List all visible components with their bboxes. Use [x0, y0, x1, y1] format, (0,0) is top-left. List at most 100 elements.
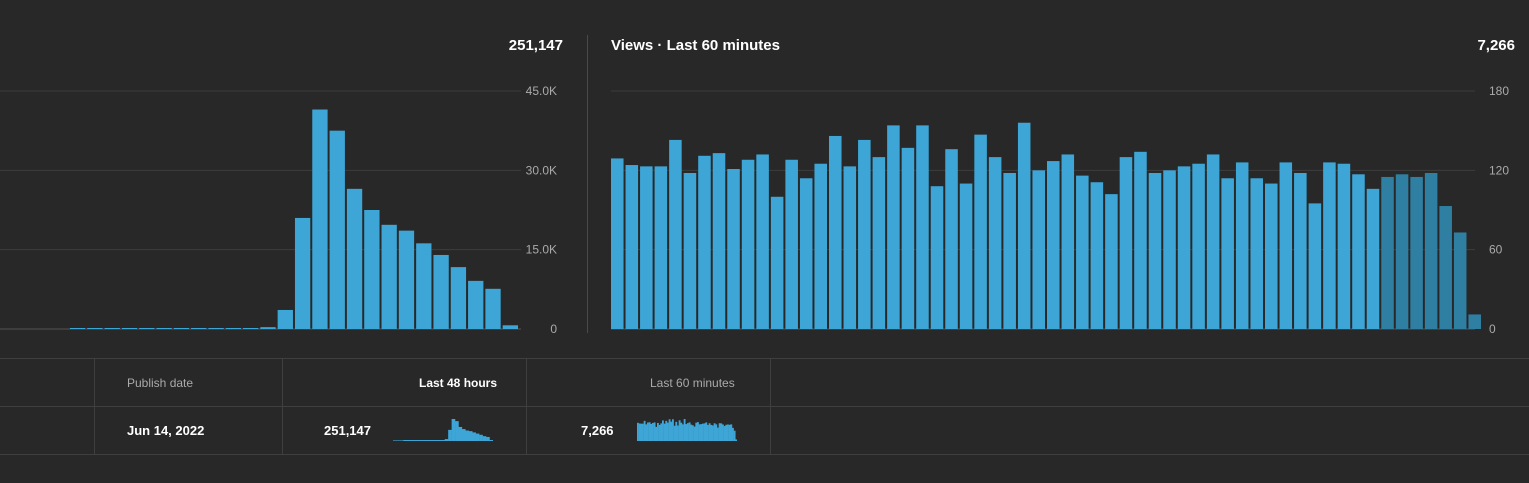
chart-bar[interactable]: [1323, 162, 1336, 329]
chart-bar[interactable]: [139, 328, 155, 329]
chart-bar[interactable]: [770, 196, 784, 329]
chart-bar[interactable]: [1366, 188, 1380, 329]
chart-bar[interactable]: [988, 157, 1002, 329]
chart-bar[interactable]: [887, 125, 900, 329]
chart-bar[interactable]: [312, 109, 328, 329]
chart-bar[interactable]: [741, 159, 755, 329]
chart-bar[interactable]: [1468, 314, 1481, 329]
chart-bar[interactable]: [346, 188, 363, 329]
sparkline-bar: [717, 427, 719, 441]
chart-bar[interactable]: [1032, 170, 1045, 329]
chart-bar[interactable]: [1221, 178, 1234, 329]
chart-bar[interactable]: [104, 328, 120, 329]
sparkline-bar: [670, 421, 673, 441]
sparkline-bar: [647, 422, 649, 441]
chart-bar[interactable]: [329, 130, 345, 329]
chart-bar[interactable]: [1177, 166, 1191, 329]
chart-bar[interactable]: [1424, 172, 1438, 329]
chart-bar[interactable]: [398, 230, 415, 329]
header-last-60-minutes[interactable]: Last 60 minutes: [650, 376, 735, 390]
chart-bar[interactable]: [243, 328, 259, 329]
chart-bar[interactable]: [1192, 163, 1205, 329]
chart-bar[interactable]: [1381, 176, 1394, 329]
chart-bar[interactable]: [69, 328, 86, 329]
chart-bar[interactable]: [756, 154, 769, 329]
chart-bar[interactable]: [1453, 232, 1467, 329]
chart-bar[interactable]: [1395, 174, 1409, 329]
chart-bar[interactable]: [654, 166, 668, 329]
chart-bar[interactable]: [1410, 176, 1423, 329]
chart-bar[interactable]: [625, 165, 639, 329]
sparkline-bar: [695, 422, 698, 441]
chart-bar[interactable]: [814, 163, 827, 329]
chart-bar[interactable]: [843, 166, 857, 329]
chart-bar[interactable]: [208, 328, 224, 329]
chart-bar[interactable]: [930, 186, 944, 329]
chart-bar[interactable]: [1352, 174, 1365, 329]
chart-bar[interactable]: [1235, 162, 1249, 329]
chart-bar[interactable]: [829, 135, 842, 329]
chart-bar[interactable]: [712, 153, 726, 329]
header-publish-date[interactable]: Publish date: [127, 376, 194, 390]
chart-bar[interactable]: [1134, 151, 1147, 329]
chart-bar[interactable]: [1148, 172, 1162, 329]
chart-bar[interactable]: [1163, 170, 1176, 329]
chart-bar[interactable]: [1017, 122, 1031, 329]
chart-bar[interactable]: [468, 280, 484, 329]
chart-bar[interactable]: [727, 169, 740, 329]
chart-bar[interactable]: [433, 254, 449, 329]
chart-bar[interactable]: [1439, 206, 1452, 329]
chart-bar[interactable]: [277, 309, 293, 329]
chart-bar[interactable]: [785, 159, 798, 329]
chart-bar[interactable]: [945, 149, 958, 329]
chart-bar[interactable]: [1294, 172, 1307, 329]
chart-bar[interactable]: [611, 158, 624, 329]
chart-bar[interactable]: [121, 328, 138, 329]
header-last-48-hours[interactable]: Last 48 hours: [419, 376, 498, 390]
chart-bar[interactable]: [640, 166, 653, 329]
chart-bar[interactable]: [1003, 172, 1016, 329]
chart-bar[interactable]: [1206, 154, 1220, 329]
chart-bar[interactable]: [381, 224, 397, 329]
chart-bar[interactable]: [1119, 157, 1133, 329]
chart-bar[interactable]: [1061, 154, 1075, 329]
chart-bar[interactable]: [450, 267, 467, 329]
sparkline-bar: [672, 419, 674, 441]
chart-bar[interactable]: [698, 155, 711, 329]
chart-bar[interactable]: [173, 328, 190, 329]
chart-bar[interactable]: [502, 325, 518, 329]
chart-bar[interactable]: [1337, 163, 1351, 329]
chart-bar[interactable]: [1250, 178, 1263, 329]
chart-bar[interactable]: [260, 327, 276, 329]
chart-bar[interactable]: [156, 328, 172, 329]
chart-bar[interactable]: [683, 172, 697, 329]
chart-bar[interactable]: [901, 147, 915, 329]
chart-bar[interactable]: [191, 328, 207, 329]
chart-bar[interactable]: [974, 134, 987, 329]
chart-bar[interactable]: [225, 328, 242, 329]
chart-bar[interactable]: [1279, 162, 1293, 329]
chart-bar[interactable]: [485, 288, 501, 329]
chart-bar[interactable]: [872, 157, 886, 329]
chart-bar[interactable]: [1047, 161, 1060, 329]
chart-bar[interactable]: [364, 210, 380, 329]
chart-bar[interactable]: [959, 183, 973, 329]
chart-bar[interactable]: [294, 217, 311, 329]
chart-bar[interactable]: [858, 139, 871, 329]
sparkline-bar: [693, 426, 696, 441]
y-tick-label: 60: [1489, 243, 1503, 257]
sparkline-bar: [441, 440, 445, 441]
right-chart-total: 7,266: [1477, 37, 1515, 54]
chart-bar[interactable]: [87, 328, 103, 329]
chart-bar[interactable]: [1308, 203, 1322, 329]
chart-bar[interactable]: [416, 243, 432, 329]
chart-bar[interactable]: [1105, 194, 1118, 329]
chart-bar[interactable]: [1265, 183, 1278, 329]
chart-bar[interactable]: [669, 139, 682, 329]
chart-bar[interactable]: [916, 125, 929, 329]
chart-bar[interactable]: [1076, 175, 1089, 329]
chart-bar[interactable]: [1090, 182, 1104, 329]
sparkline-bar: [451, 419, 456, 441]
row-publish-date: Jun 14, 2022: [127, 423, 205, 438]
chart-bar[interactable]: [799, 178, 813, 329]
